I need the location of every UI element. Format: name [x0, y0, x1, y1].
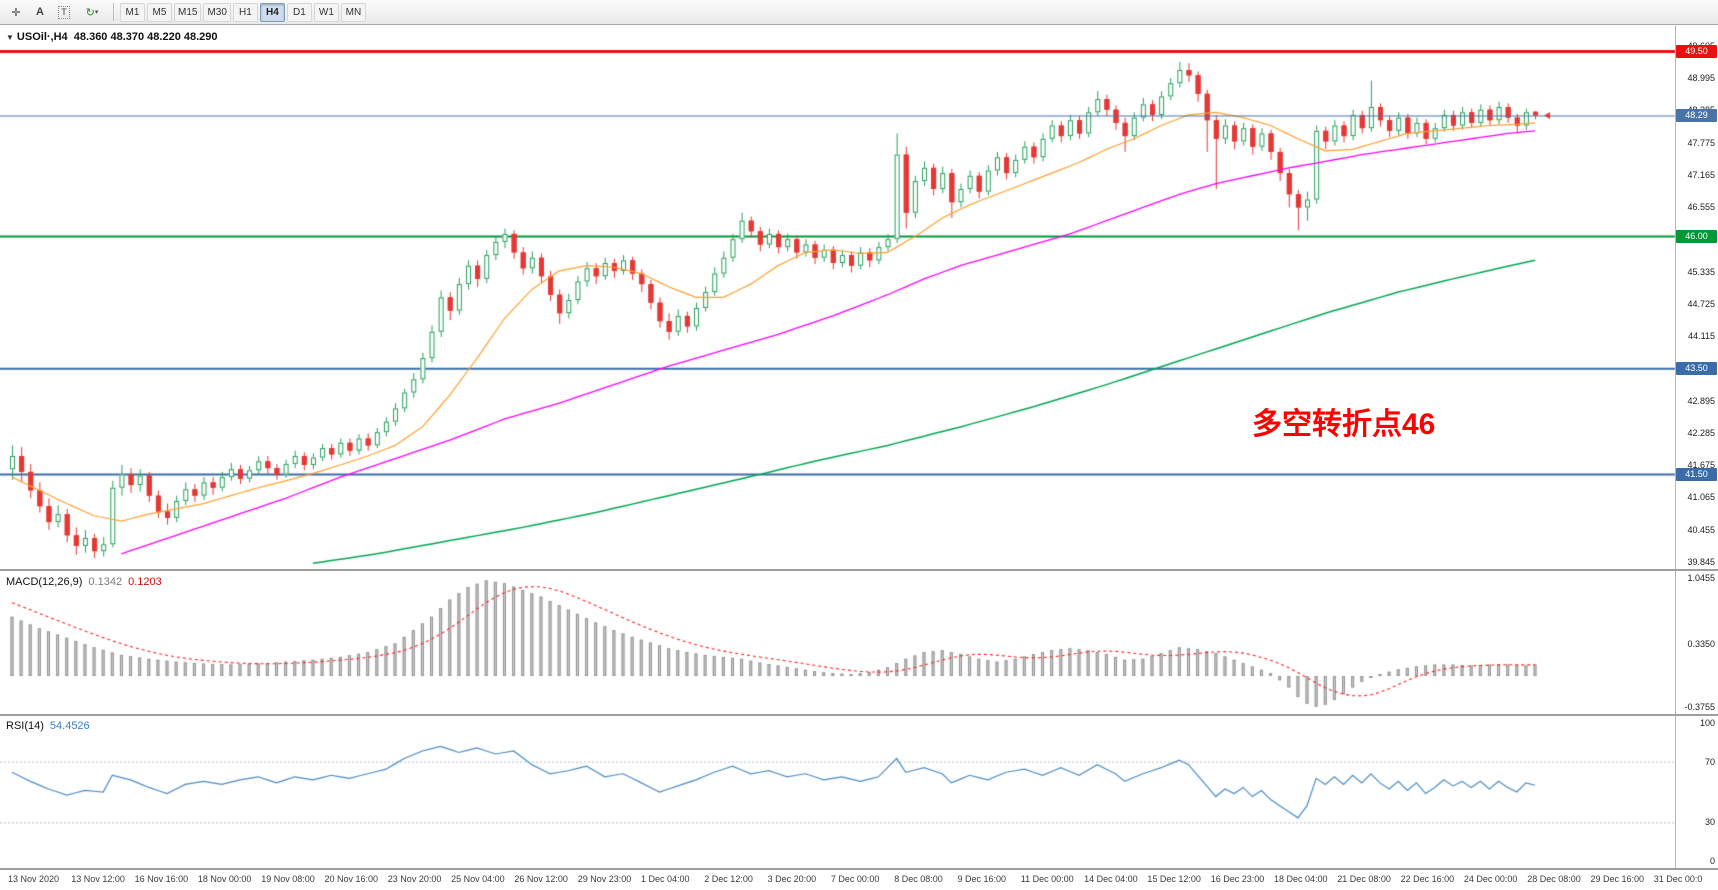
time-axis-label: 13 Nov 12:00 — [71, 874, 125, 884]
timeframe-button-m30[interactable]: M30 — [203, 2, 231, 22]
macd-axis-label: 1.0455 — [1687, 573, 1715, 583]
timeframe-button-h4[interactable]: H4 — [259, 2, 285, 22]
macd-name: MACD(12,26,9) — [6, 576, 83, 588]
price-axis-label: 44.725 — [1687, 298, 1715, 309]
rsi-indicator-label: RSI(14) 54.4526 — [6, 720, 90, 732]
rsi-axis-label: 0 — [1709, 856, 1715, 866]
time-axis-label: 18 Dec 04:00 — [1274, 874, 1328, 884]
time-axis-label: 25 Nov 04:00 — [451, 874, 505, 884]
text-icon: A — [36, 6, 44, 18]
price-line-tag: 43.50 — [1676, 362, 1717, 376]
price-line-tag: 46.00 — [1676, 230, 1717, 244]
dropdown-caret-icon: ▾ — [94, 9, 99, 16]
macd-signal-value: 0.1203 — [128, 576, 162, 588]
chart-title: ▼ USOil·,H4 48.360 48.370 48.220 48.290 — [6, 31, 218, 43]
pane-separator-rsi[interactable] — [0, 714, 1718, 716]
rsi-value: 54.4526 — [49, 720, 90, 732]
time-axis-label: 7 Dec 00:00 — [830, 874, 880, 884]
price-axis-label: 42.285 — [1687, 427, 1715, 438]
time-axis-label: 2 Dec 12:00 — [704, 874, 753, 884]
time-axis-label: 20 Nov 16:00 — [324, 874, 379, 884]
price-axis-label: 39.845 — [1687, 557, 1715, 567]
crosshair-tool-button[interactable]: ✛ — [5, 2, 27, 22]
rsi-scale[interactable]: 100 70 30 0 — [1676, 0, 1718, 868]
time-axis-label: 31 Dec 00:0 — [1653, 874, 1703, 884]
price-line-tag: 41.50 — [1676, 467, 1717, 481]
time-axis-label: 22 Dec 16:00 — [1400, 874, 1455, 884]
timeframe-button-d1[interactable]: D1 — [286, 2, 312, 22]
timeframe-button-m5[interactable]: M5 — [147, 2, 172, 22]
timeframe-button-m15[interactable]: M15 — [174, 2, 202, 22]
price-axis-label: 40.455 — [1687, 524, 1715, 535]
price-axis-label: 47.775 — [1687, 137, 1715, 148]
price-axis-label: 45.335 — [1687, 266, 1715, 277]
text-label-tool-button[interactable]: T — [53, 2, 75, 22]
rsi-axis-label: 70 — [1704, 756, 1715, 767]
text-label-icon: T — [58, 5, 70, 19]
price-axis-label: 48.995 — [1687, 73, 1715, 84]
macd-indicator-label: MACD(12,26,9) 0.1342 0.1203 — [6, 576, 162, 588]
time-axis-label: 18 Nov 00:00 — [197, 874, 252, 884]
chart-collapse-icon[interactable]: ▼ — [6, 33, 14, 42]
time-axis-label: 29 Nov 23:00 — [577, 874, 632, 884]
price-axis-label: 46.555 — [1687, 202, 1715, 213]
time-axis-label: 23 Nov 20:00 — [387, 874, 442, 884]
time-axis-label: 9 Dec 16:00 — [957, 874, 1007, 884]
price-axis-label: 44.115 — [1688, 331, 1715, 342]
price-scale[interactable]: 49.60548.99548.38547.77547.16546.55545.9… — [1676, 0, 1718, 569]
timeframe-button-group: M1 M5 M15 M30 H1 H4 D1 W1 MN — [119, 2, 367, 22]
time-axis[interactable]: 13 Nov 2020 13 Nov 12:00 16 Nov 16:00 18 No… — [0, 871, 1718, 890]
time-axis-label: 1 Dec 04:00 — [641, 874, 690, 884]
macd-scale[interactable]: 1.0455 0.3350 -0.3755 — [1676, 0, 1718, 714]
text-tool-button[interactable]: A — [29, 2, 51, 22]
time-axis-label: 28 Dec 08:00 — [1527, 874, 1581, 884]
chart-ohlc-values: 48.360 48.370 48.220 48.290 — [73, 31, 218, 43]
time-axis-label: 24 Dec 00:00 — [1463, 874, 1518, 884]
price-axis-label: 47.165 — [1687, 169, 1715, 180]
time-axis-label: 16 Nov 16:00 — [134, 874, 189, 884]
pane-separator-macd[interactable] — [0, 569, 1718, 571]
time-axis-label: 19 Nov 08:00 — [261, 874, 315, 884]
macd-axis-label: -0.3755 — [1684, 702, 1715, 712]
chart-symbol-period: USOil·,H4 — [16, 31, 68, 43]
rsi-axis-label: 100 — [1699, 718, 1715, 728]
periods-dropdown-button[interactable]: ↻ ▾ — [77, 2, 107, 22]
time-axis-label: 21 Dec 08:00 — [1337, 874, 1391, 884]
macd-axis-label: 0.3350 — [1687, 638, 1715, 649]
time-axis-label: 14 Dec 04:00 — [1084, 874, 1138, 884]
time-axis-label: 29 Dec 16:00 — [1590, 874, 1645, 884]
timeframe-button-h1[interactable]: H1 — [232, 2, 258, 22]
macd-main-value: 0.1342 — [88, 576, 123, 588]
time-axis-label: 16 Dec 23:00 — [1210, 874, 1265, 884]
time-axis-label: 26 Nov 12:00 — [514, 874, 568, 884]
rsi-axis-label: 30 — [1704, 817, 1715, 828]
timeframe-button-m1[interactable]: M1 — [120, 2, 145, 22]
price-axis-label: 41.065 — [1687, 492, 1715, 503]
price-scale-border — [1675, 26, 1676, 868]
current-price-tag: 48.29 — [1676, 108, 1717, 122]
timeframe-button-w1[interactable]: W1 — [313, 2, 339, 22]
crosshair-icon: ✛ — [11, 6, 21, 19]
time-axis-label: 3 Dec 20:00 — [767, 874, 817, 884]
pane-separator-timeaxis — [0, 868, 1718, 870]
time-axis-label: 13 Nov 2020 — [8, 874, 60, 884]
periods-icon: ↻ — [85, 6, 95, 19]
price-axis-label: 41.675 — [1687, 460, 1715, 471]
timeframe-button-mn[interactable]: MN — [340, 2, 366, 22]
time-axis-label: 11 Dec 00:00 — [1020, 874, 1074, 884]
toolbar: ✛ A T ↻ ▾ M1 M5 M15 M30 H1 H4 D1 W1 MN — [0, 0, 1718, 25]
annotation-text[interactable]: 多空转折点46 — [1252, 408, 1436, 441]
toolbar-separator — [113, 3, 114, 21]
rsi-name: RSI(14) — [6, 720, 44, 732]
time-axis-label: 8 Dec 08:00 — [894, 874, 943, 884]
price-axis-label: 42.895 — [1687, 395, 1715, 406]
price-line-tag: 49.50 — [1676, 45, 1717, 58]
time-axis-label: 15 Dec 12:00 — [1147, 874, 1201, 884]
